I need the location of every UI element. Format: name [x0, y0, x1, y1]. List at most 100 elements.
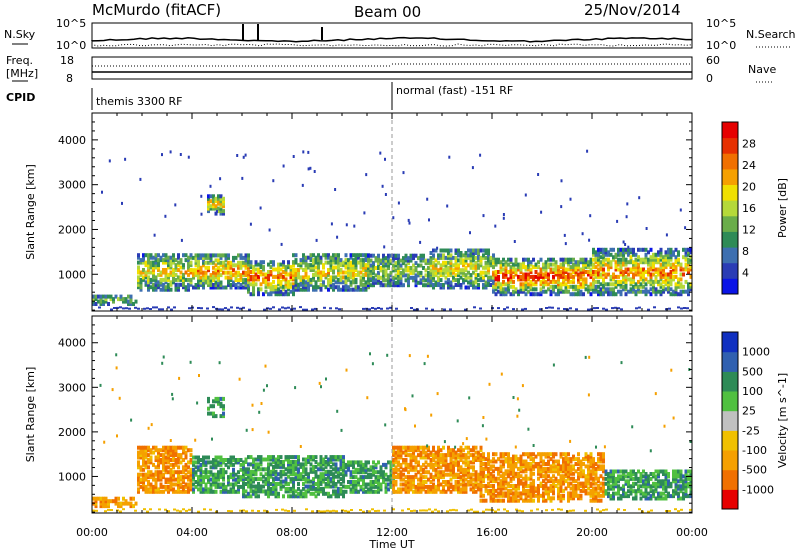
- echo-cell: [589, 481, 593, 486]
- echo-cell: [632, 279, 635, 284]
- echo-cell: [337, 489, 340, 494]
- echo-cell: [157, 260, 160, 265]
- echo-cell: [409, 467, 413, 472]
- echo-cell: [349, 255, 353, 260]
- echo-cell: [339, 486, 343, 491]
- echo-cell: [177, 460, 180, 465]
- echo-cell: [262, 479, 265, 484]
- echo-cell: [327, 457, 330, 462]
- echo-cell: [342, 470, 345, 475]
- echo-cell: [344, 470, 348, 475]
- echo-cell: [299, 263, 303, 268]
- echo-cell: [409, 484, 413, 489]
- echo-cell: [204, 475, 208, 480]
- echo-cell: [322, 472, 325, 477]
- echo-cell: [474, 470, 478, 475]
- echo-cell: [582, 257, 585, 262]
- echo-cell: [324, 460, 328, 464]
- echo-cell: [287, 306, 290, 309]
- echo-cell: [329, 258, 333, 263]
- echo-cell: [206, 307, 209, 310]
- echo-cell: [539, 469, 543, 474]
- echo-cell: [237, 253, 240, 258]
- echo-cell: [442, 453, 445, 458]
- echo-cell: [554, 272, 558, 277]
- echo-cell: [532, 292, 535, 297]
- echo-cell: [564, 474, 568, 479]
- echo-cell: [512, 486, 515, 491]
- echo-cell: [352, 270, 355, 275]
- echo-cell: [544, 476, 548, 481]
- echo-cell: [427, 445, 430, 450]
- echo-cell: [462, 487, 465, 492]
- echo-cell: [474, 477, 478, 482]
- echo-cell: [194, 472, 198, 477]
- echo-cell: [302, 469, 305, 474]
- echo-cell: [267, 272, 270, 277]
- echo-cell: [108, 159, 111, 163]
- echo-cell: [312, 457, 315, 462]
- echo-cell: [302, 494, 305, 499]
- echo-cell: [582, 270, 585, 274]
- echo-cell: [289, 464, 293, 469]
- echo-cell: [209, 206, 213, 211]
- echo-cell: [654, 289, 658, 294]
- echo-cell: [339, 258, 343, 263]
- echo-cell: [292, 263, 295, 268]
- echo-cell: [219, 194, 223, 199]
- echo-cell: [172, 489, 175, 494]
- echo-cell: [294, 260, 298, 265]
- echo-cell: [312, 285, 315, 290]
- echo-cell: [559, 481, 563, 486]
- echo-cell: [464, 260, 468, 265]
- echo-cell: [634, 260, 638, 265]
- echo-cell: [512, 493, 515, 498]
- echo-cell: [149, 484, 153, 489]
- echo-cell: [604, 247, 608, 252]
- echo-cell: [497, 257, 500, 262]
- echo-cell: [542, 289, 545, 294]
- echo-cell: [149, 460, 153, 465]
- echo-cell: [167, 489, 170, 494]
- echo-cell: [144, 282, 148, 287]
- echo-cell: [242, 155, 245, 159]
- echo-cell: [449, 260, 453, 265]
- echo-cell: [624, 267, 628, 272]
- echo-cell: [377, 307, 380, 309]
- echo-cell: [517, 476, 520, 481]
- echo-cell: [589, 274, 593, 279]
- echo-cell: [669, 255, 673, 260]
- echo-cell: [547, 272, 550, 277]
- echo-cell: [282, 292, 285, 297]
- echo-cell: [154, 275, 158, 280]
- echo-cell: [244, 280, 248, 285]
- echo-cell: [504, 469, 508, 474]
- echo-cell: [334, 467, 338, 472]
- echo-cell: [482, 253, 485, 258]
- echo-cell: [634, 265, 638, 270]
- echo-cell: [624, 262, 628, 267]
- echo-cell: [287, 262, 290, 267]
- echo-cell: [484, 484, 488, 488]
- echo-cell: [589, 260, 593, 265]
- echo-cell: [602, 452, 605, 457]
- echo-cell: [427, 261, 430, 266]
- echo-cell: [224, 487, 228, 492]
- echo-cell: [472, 477, 475, 482]
- echo-cell: [227, 477, 230, 482]
- echo-cell: [189, 453, 193, 458]
- echo-cell: [142, 268, 145, 272]
- echo-cell: [292, 268, 295, 272]
- echo-cell: [589, 459, 593, 464]
- echo-cell: [562, 469, 565, 474]
- echo-cell: [414, 266, 418, 270]
- echo-cell: [234, 273, 238, 278]
- echo-cell: [447, 462, 450, 467]
- echo-cell: [172, 465, 175, 470]
- echo-cell: [584, 488, 588, 493]
- echo-cell: [517, 491, 520, 496]
- echo-cell: [364, 255, 368, 260]
- echo-cell: [629, 289, 633, 294]
- echo-cell: [407, 278, 410, 283]
- echo-cell: [372, 253, 375, 258]
